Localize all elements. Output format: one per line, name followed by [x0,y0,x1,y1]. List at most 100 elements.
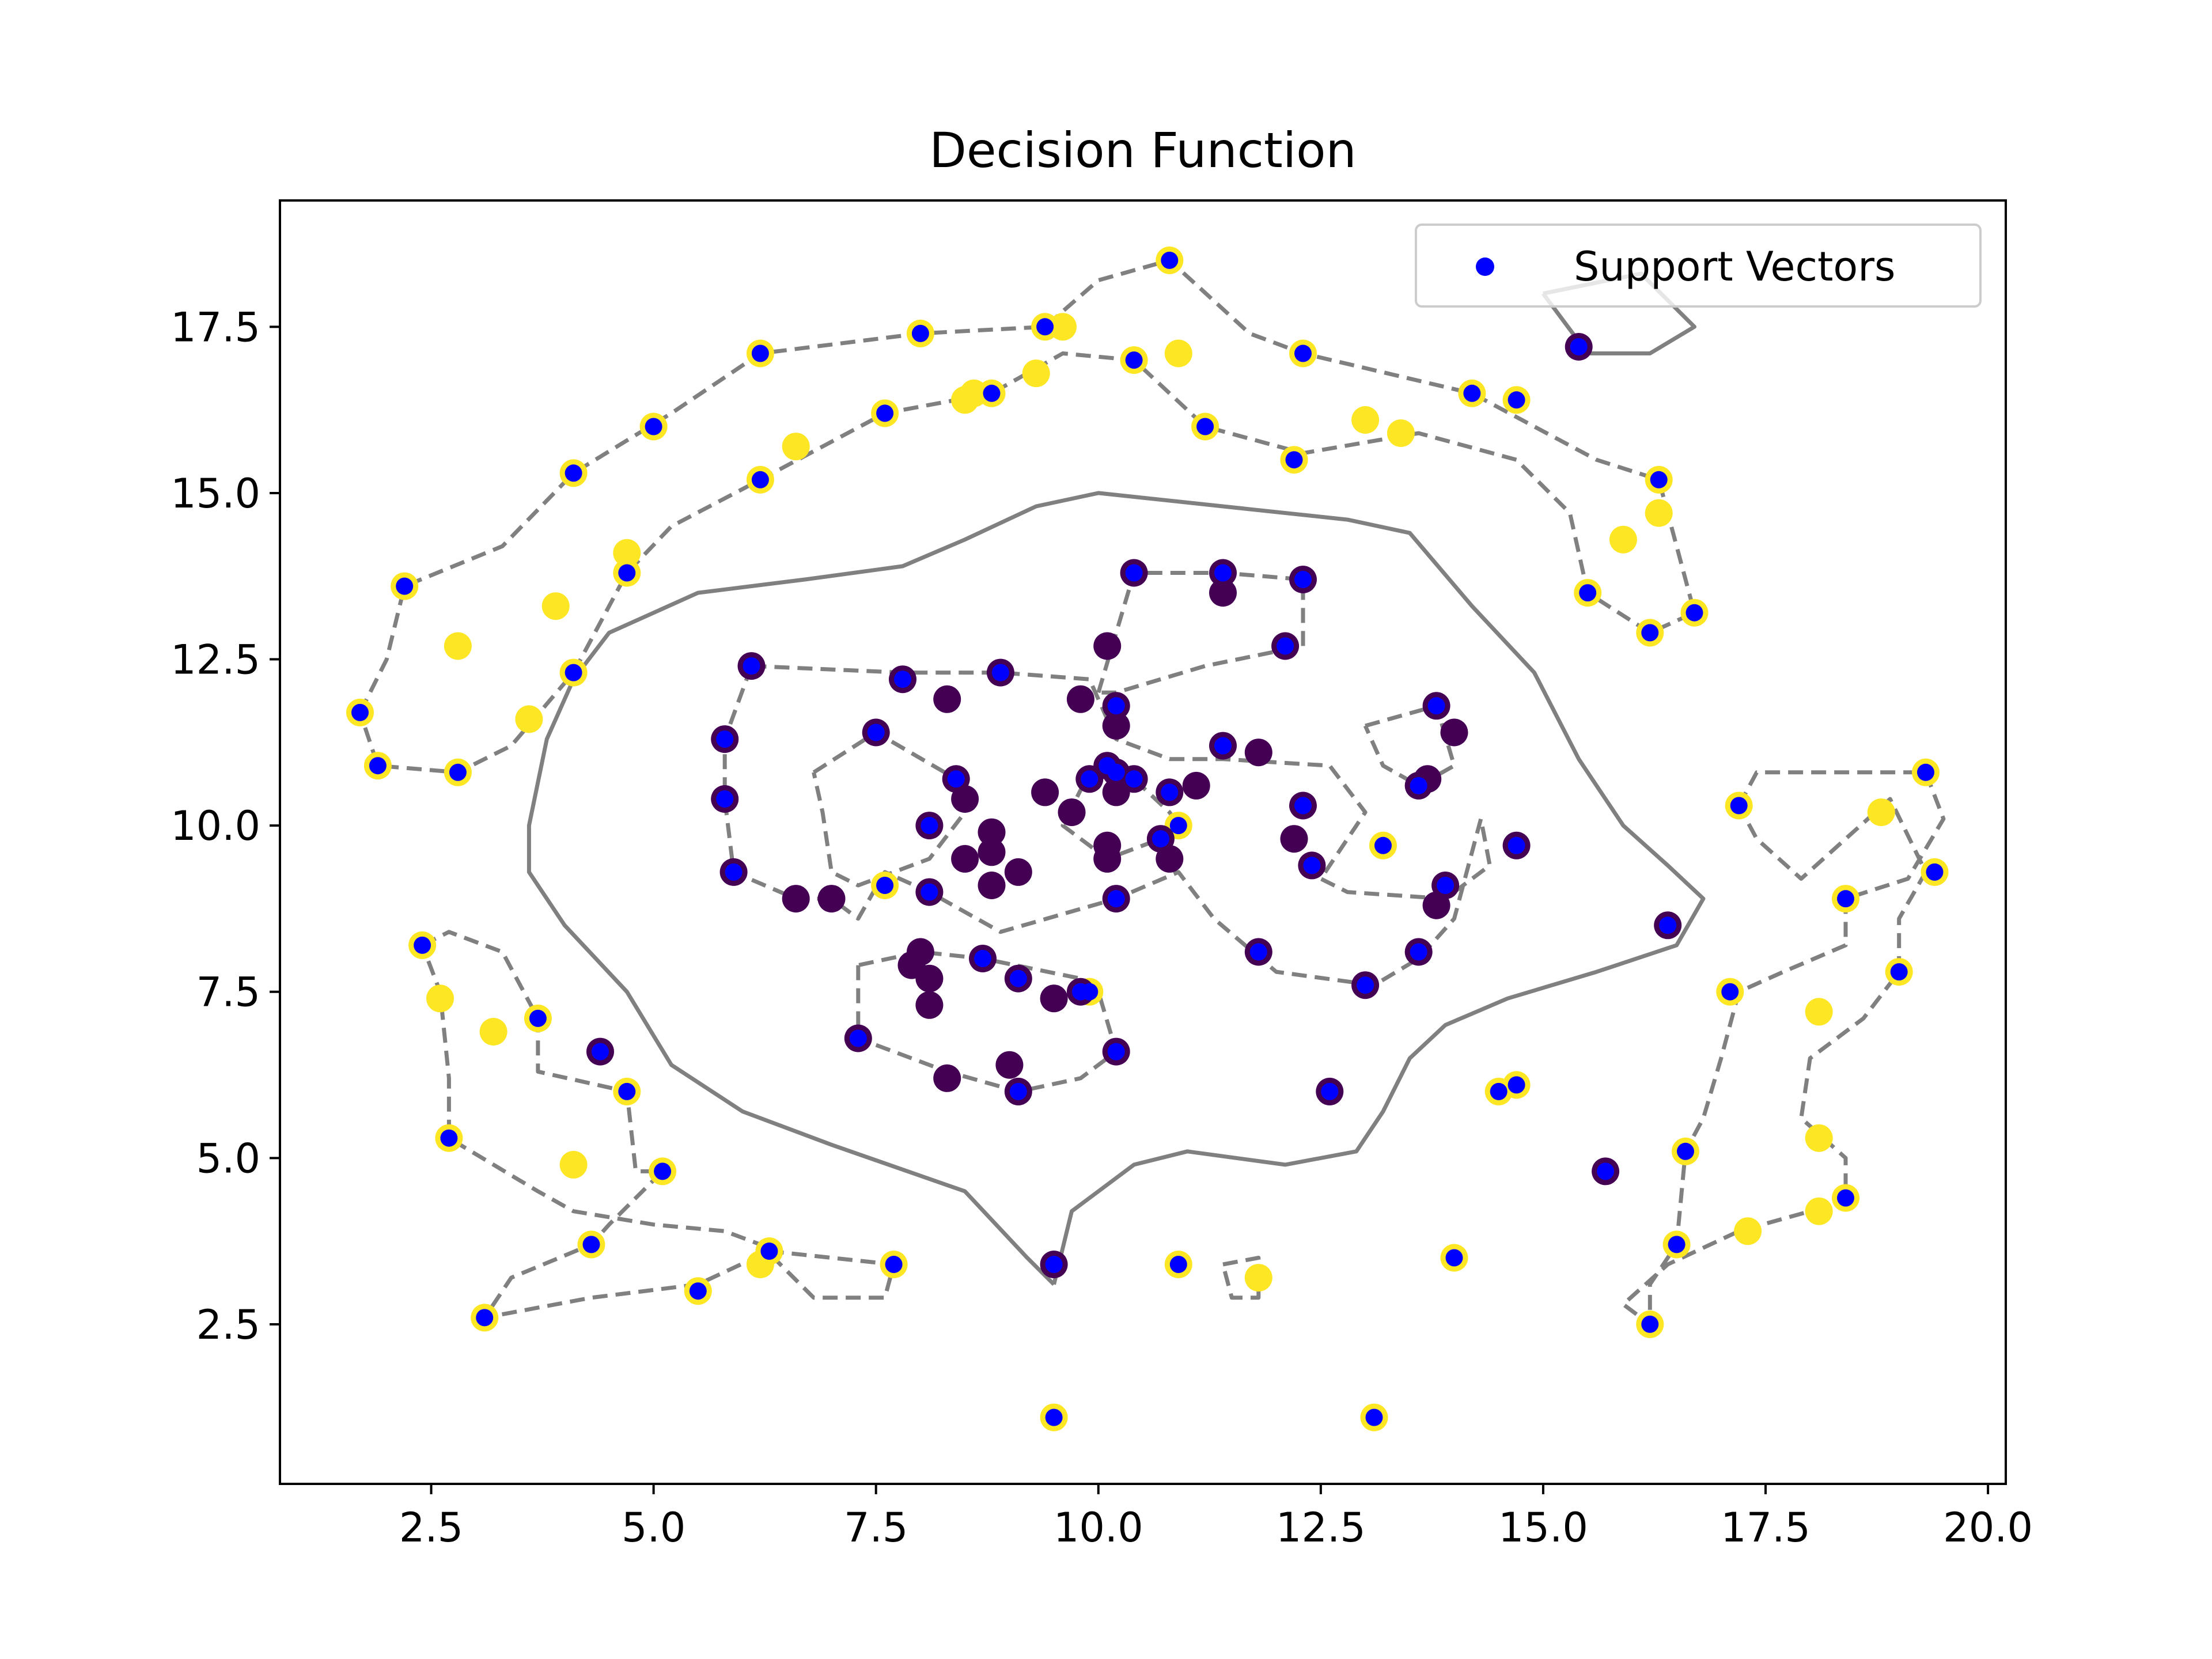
support-vector-point [885,1256,903,1273]
class-1-point [1244,1264,1272,1292]
legend: Support Vectors [1415,224,1982,308]
support-vector-point [1009,1082,1027,1100]
support-vector-point [440,1129,458,1147]
support-vector-point [1125,351,1143,369]
support-vector-point [1169,1256,1187,1273]
support-vector-point [1427,697,1445,715]
support-vector-point [1650,471,1668,488]
class-0-point [1422,891,1450,919]
support-vector-point [1125,770,1143,788]
support-vector-point [1036,318,1054,336]
class-1-point [782,433,810,461]
support-vector-point [1045,1408,1063,1426]
class-1-point [1351,406,1380,434]
class-0-point [951,844,979,873]
support-vector-point [1169,817,1187,835]
decision-boundary-contour-0 [527,491,1706,1286]
support-vector-point [449,763,467,781]
y-tick-label: 15.0 [171,470,260,517]
support-vector-point [1196,418,1214,435]
support-vector-point [751,344,769,362]
support-vector-point [1490,1082,1508,1100]
y-tick-label: 10.0 [171,802,260,850]
support-vector-point [565,664,582,681]
support-vector-point [369,757,387,775]
class-0-point [1280,825,1308,853]
class-1-point [541,592,570,620]
support-vector-point [1249,943,1267,961]
class-1-point [1164,339,1192,368]
support-vector-point [565,464,582,482]
support-vector-point [1837,1189,1854,1207]
support-vector-point [1365,1408,1383,1426]
class-0-point [782,885,810,913]
class-1-point [1867,798,1895,827]
legend-support-vector-marker [1476,257,1494,276]
class-1-point [1734,1217,1762,1245]
class-0-point [915,964,944,993]
class-0-point [1102,712,1130,740]
class-0-point [1440,718,1468,747]
support-vector-point [1107,697,1125,715]
class-1-point [1609,525,1637,554]
margin-contour-8 [1221,1256,1261,1300]
support-vector-point [1677,1142,1694,1160]
support-vector-point [1125,564,1143,582]
support-vector-point [1641,624,1659,642]
support-vector-point [1214,564,1232,582]
support-vector-point [1107,763,1125,781]
support-vector-point [1152,830,1169,848]
support-vector-point [1081,770,1099,788]
support-vector-point [529,1009,547,1027]
support-vector-point [911,324,929,342]
support-vector-point [1730,797,1748,815]
support-vector-point [876,404,894,422]
class-1-point [559,1150,588,1179]
class-0-point [933,685,961,713]
support-vector-point [947,770,965,788]
margin-contour-2 [812,730,967,888]
support-vector-point [716,730,734,748]
support-vector-point [1107,890,1125,908]
class-1-point [515,705,543,733]
support-vector-point [1837,890,1854,908]
class-0-point [951,785,979,813]
support-vector-point [414,936,431,954]
support-vector-point [1161,251,1179,269]
class-0-point [817,885,846,913]
support-vector-point [592,1043,609,1060]
class-0-point [1031,778,1059,806]
support-vector-point [618,1082,636,1100]
support-vector-point [751,471,769,488]
class-0-point [978,872,1006,899]
x-tick-label: 15.0 [1498,1504,1588,1551]
legend-box [1415,224,1982,308]
support-vector-point [1357,976,1374,994]
x-tick-label: 12.5 [1276,1504,1366,1551]
class-0-point [1182,771,1210,800]
y-tick-label: 2.5 [196,1301,260,1349]
support-vector-point [1721,983,1739,1001]
support-vector-point [716,790,734,808]
x-tick-label: 20.0 [1943,1504,2033,1551]
support-vector-point [921,883,938,901]
support-vector-point [1410,777,1427,794]
x-tick-label: 7.5 [844,1504,908,1551]
class-0-point [1040,984,1068,1013]
x-tick-label: 10.0 [1054,1504,1143,1551]
support-vector-point [876,877,894,894]
legend-label-support-vectors: Support Vectors [1574,243,1896,290]
class-1-point [1805,1124,1833,1152]
support-vector-point [1277,637,1294,655]
y-tick-label: 12.5 [171,637,260,684]
y-tick-label: 5.0 [196,1135,260,1182]
class-0-point [1093,844,1122,873]
class-1-point [1049,313,1077,341]
support-vector-point [1685,604,1703,622]
class-1-point [1645,499,1673,527]
class-0-point [1156,844,1184,873]
support-vector-point [1508,836,1525,854]
chart-title: Decision Function [929,122,1357,179]
support-vector-point [921,817,938,835]
class-0-point [1093,632,1122,660]
